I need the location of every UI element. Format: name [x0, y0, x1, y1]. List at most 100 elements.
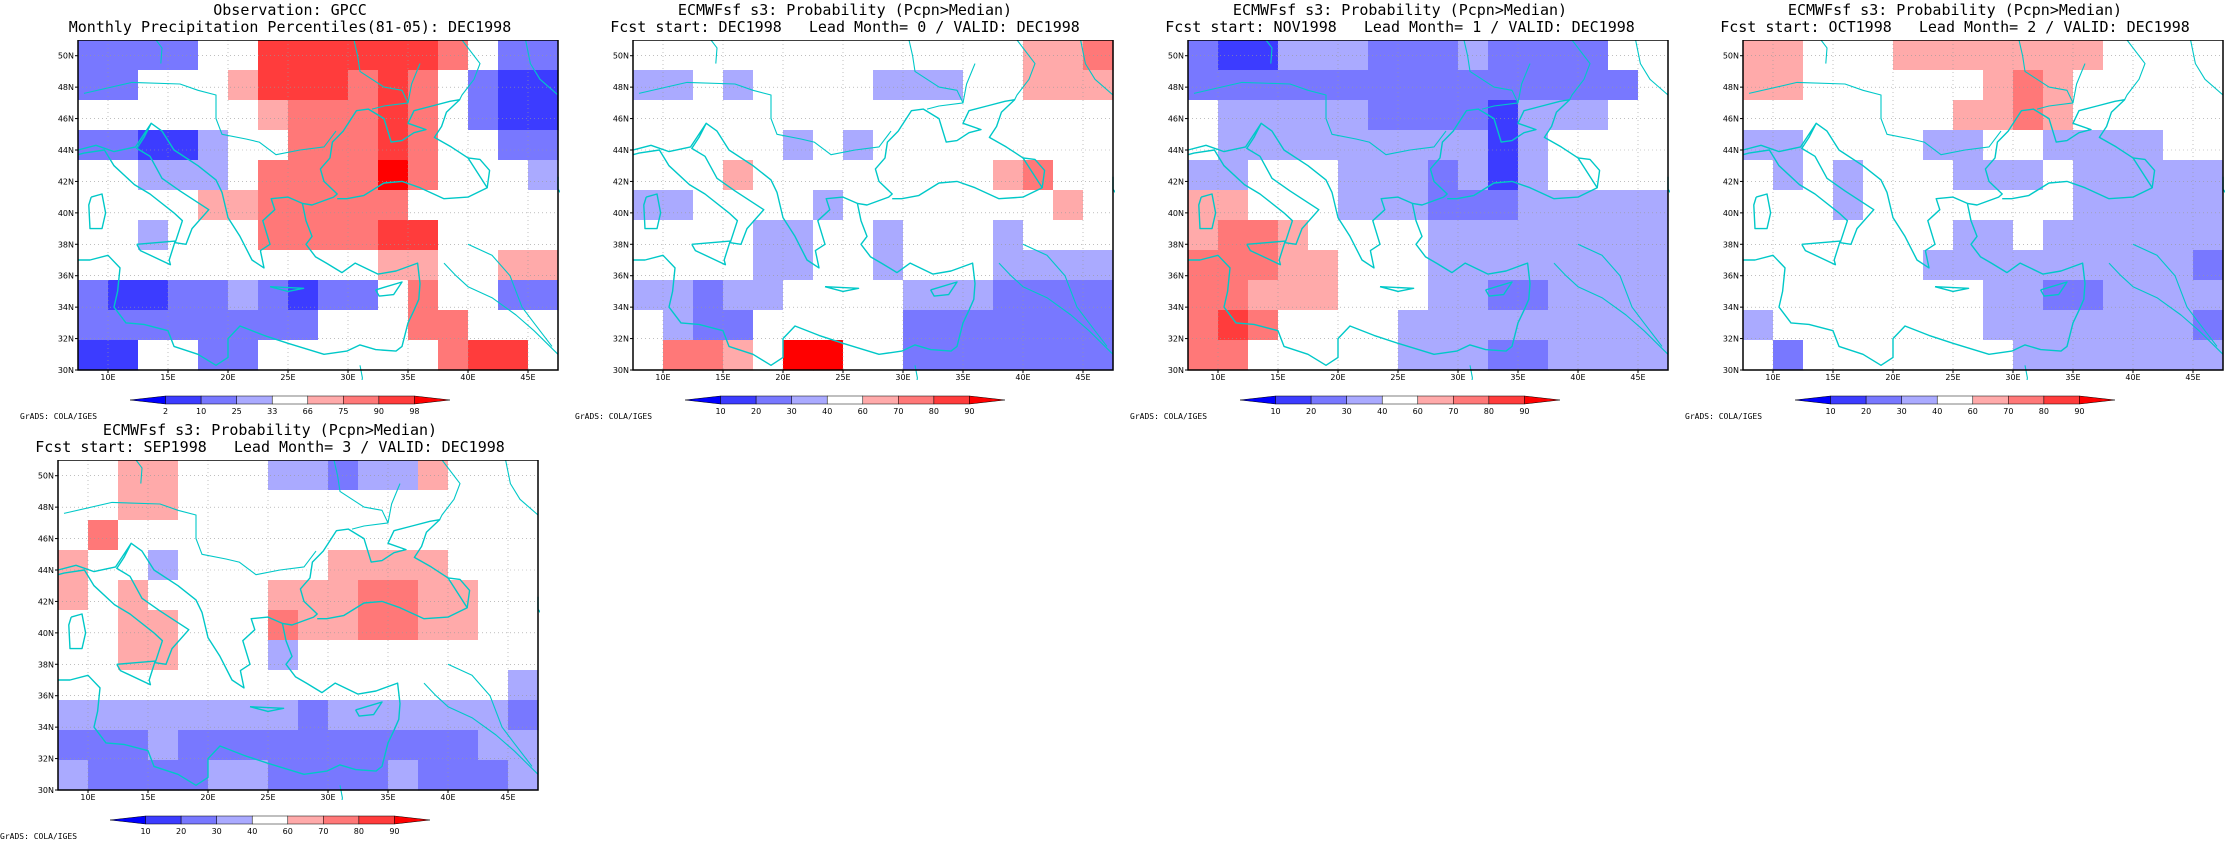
heatmap-cell — [1923, 100, 1954, 131]
heatmap-cell — [468, 340, 499, 371]
coastline — [1022, 157, 1046, 188]
river — [443, 262, 559, 355]
heatmap-cell — [753, 250, 784, 281]
heatmap-cell — [468, 100, 499, 131]
x-tick-label: 10E — [1765, 373, 1780, 380]
heatmap-cell — [693, 340, 724, 371]
coastline — [857, 99, 1043, 206]
heatmap-cell — [873, 40, 904, 71]
heatmap-cell — [118, 460, 149, 491]
heatmap-cell — [1923, 280, 1954, 311]
river — [459, 40, 481, 100]
heatmap-cell — [508, 550, 539, 581]
heatmap-cell — [873, 310, 904, 341]
x-tick-label: 35E — [2065, 373, 2080, 380]
heatmap-cell — [58, 730, 89, 761]
y-tick-label: 34N — [1168, 303, 1184, 312]
heatmap-cell — [1638, 100, 1669, 131]
heatmap-cell — [2133, 250, 2164, 281]
river — [333, 460, 389, 530]
heatmap-cell — [388, 550, 419, 581]
heatmap-cell — [1983, 40, 2014, 71]
heatmap-cell — [1488, 310, 1519, 341]
heatmap-cell — [348, 310, 379, 341]
heatmap-cell — [328, 550, 359, 581]
heatmap-cell — [378, 250, 409, 281]
heatmap-cell — [963, 70, 994, 101]
heatmap-cell — [1458, 160, 1489, 191]
heatmap-cell — [118, 700, 149, 731]
heatmap-cell — [813, 280, 844, 311]
heatmap-cell — [1083, 100, 1114, 131]
heatmap-cell — [1488, 70, 1519, 101]
colorbar-swatch — [200, 395, 237, 405]
heatmap-cell — [178, 490, 209, 521]
heatmap-cell — [498, 160, 529, 191]
heatmap-cell — [1923, 40, 1954, 71]
heatmap-cell — [418, 490, 449, 521]
heatmap-cell — [318, 250, 349, 281]
heatmap-cell — [418, 670, 449, 701]
heatmap-cell — [1308, 70, 1339, 101]
heatmap-cell — [1578, 70, 1609, 101]
panel-title-line1: ECMWFsf s3: Probability (Pcpn>Median) — [677, 1, 1013, 19]
heatmap-cell — [2193, 70, 2224, 101]
heatmap-cell — [178, 760, 209, 791]
coastline — [1753, 193, 1772, 230]
colorbar-label: 90 — [374, 407, 384, 416]
heatmap-cell — [88, 760, 119, 791]
colorbar-label: 60 — [283, 827, 293, 836]
heatmap-cell — [1953, 280, 1984, 311]
heatmap-cell — [933, 190, 964, 221]
heatmap-cell — [1053, 70, 1084, 101]
heatmap-cell — [408, 40, 439, 71]
heatmap-cell — [118, 640, 149, 671]
colorbar-label: 80 — [2039, 407, 2049, 416]
heatmap-cell — [1548, 250, 1579, 281]
heatmap-cell — [1308, 40, 1339, 71]
heatmap-cell — [478, 490, 509, 521]
heatmap-cell — [448, 520, 479, 551]
heatmap-cell — [1638, 280, 1669, 311]
heatmap-cell — [933, 250, 964, 281]
grads-credit: GrADS: COLA/IGES — [1130, 412, 1208, 421]
heatmap-cell — [388, 730, 419, 761]
heatmap-cell — [783, 340, 814, 371]
heatmap-cell — [108, 250, 139, 281]
colorbar-swatch — [271, 395, 309, 405]
heatmap-cell — [783, 100, 814, 131]
colorbar-swatch — [1346, 395, 1383, 405]
y-tick-label: 30N — [58, 366, 74, 375]
heatmap-cell — [298, 520, 329, 551]
colorbar-label: 75 — [338, 407, 348, 416]
heatmap-cell — [138, 280, 169, 311]
heatmap-cell — [448, 490, 479, 521]
heatmap-cell — [1428, 190, 1459, 221]
heatmap-cell — [228, 40, 259, 71]
heatmap-cell — [528, 280, 559, 311]
heatmap-cell — [528, 130, 559, 161]
y-tick-label: 32N — [1168, 335, 1184, 344]
coastline — [88, 193, 107, 230]
heatmap-cell — [148, 730, 179, 761]
heatmap-cell — [238, 700, 269, 731]
y-tick-label: 46N — [613, 115, 629, 124]
heatmap-cell — [1308, 220, 1339, 251]
coastline — [136, 240, 176, 266]
heatmap-cell — [783, 130, 814, 161]
heatmap-cell — [528, 70, 559, 101]
river — [2072, 63, 2086, 104]
heatmap-cell — [78, 40, 109, 71]
y-tick-label: 48N — [1168, 83, 1184, 92]
heatmap-cell — [288, 100, 319, 131]
x-tick-label: 30E — [340, 373, 355, 380]
heatmap-cell — [1248, 100, 1279, 131]
heatmap-cell — [1488, 190, 1519, 221]
heatmap-cell — [663, 130, 694, 161]
heatmap-cell — [148, 640, 179, 671]
heatmap-cell — [1638, 70, 1669, 101]
y-tick-label: 44N — [613, 146, 629, 155]
colorbar-label: 10 — [715, 407, 725, 416]
heatmap-cell — [1983, 310, 2014, 341]
colorbar-swatch — [684, 395, 721, 405]
